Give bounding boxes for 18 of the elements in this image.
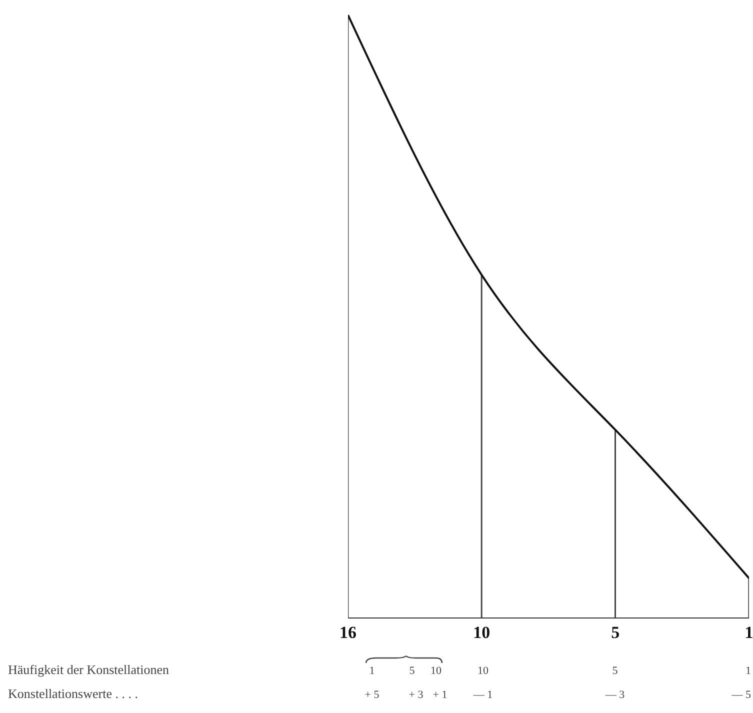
text: + 3: [408, 689, 424, 701]
text: 5: [612, 665, 618, 677]
x-tick-label: 1: [744, 623, 753, 642]
text: Häufigkeit der Konstellationen: [8, 662, 170, 677]
text: 5: [409, 665, 416, 677]
text: — 5: [730, 689, 752, 701]
text: 1: [369, 665, 375, 677]
x-tick-label: 10: [473, 623, 490, 642]
text: + 1: [432, 689, 448, 701]
x-tick-label: 5: [611, 623, 620, 642]
x-tick-label: 16: [340, 623, 356, 642]
text: — 1: [472, 689, 493, 701]
text: + 5: [364, 689, 380, 701]
text: 10: [478, 665, 489, 677]
text: Konstellationswerte . . . .: [8, 686, 138, 701]
text: 1: [746, 665, 751, 677]
text: 10: [430, 665, 442, 677]
text: — 3: [604, 689, 626, 701]
